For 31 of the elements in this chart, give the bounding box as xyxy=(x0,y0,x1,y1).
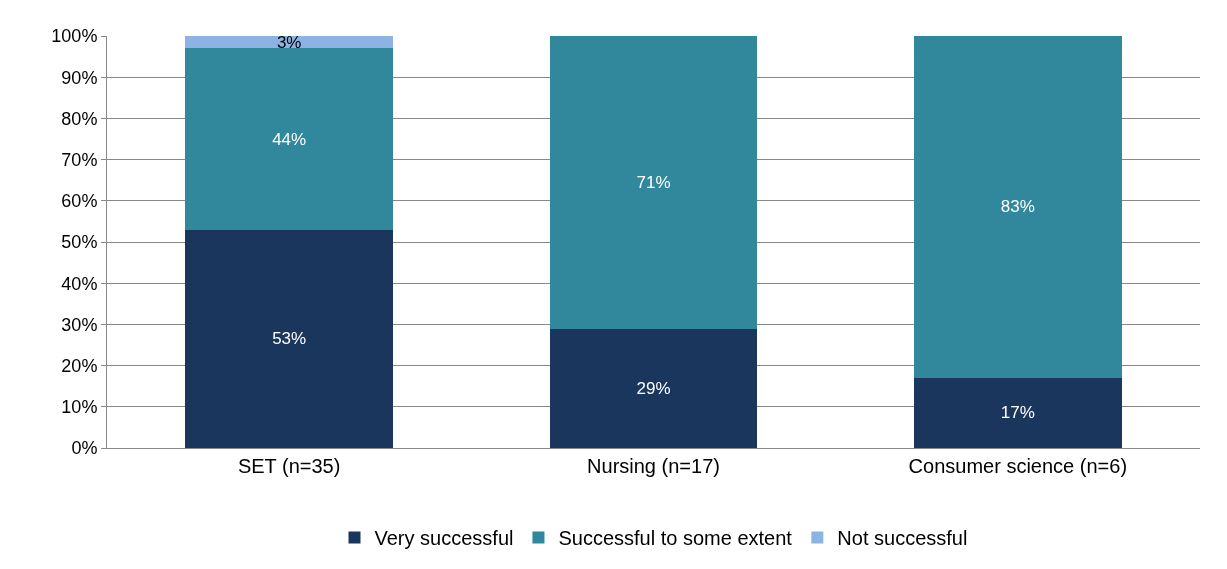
y-tick-label: 20% xyxy=(61,355,98,376)
y-tick-label: 50% xyxy=(61,232,98,253)
y-tick-label: 30% xyxy=(61,314,98,335)
y-tick-label: 60% xyxy=(61,191,98,212)
y-tick-label: 40% xyxy=(61,273,98,294)
legend-label: Not successful xyxy=(837,527,968,550)
y-tick-label: 90% xyxy=(61,67,98,88)
y-tick-label: 100% xyxy=(51,26,98,47)
legend-label: Very successful xyxy=(374,527,514,550)
y-tick-label: 80% xyxy=(61,108,98,129)
data-label: 53% xyxy=(272,329,307,349)
bar xyxy=(185,36,393,49)
bar xyxy=(549,36,758,329)
bar xyxy=(185,229,393,448)
x-tick-label: Consumer science (n=6) xyxy=(908,455,1128,477)
bar xyxy=(914,377,1122,448)
legend-label: Successful to some extent xyxy=(558,527,793,550)
y-tick-label: 70% xyxy=(61,149,98,170)
bar xyxy=(549,328,758,448)
data-label: 17% xyxy=(1000,403,1035,423)
x-tick-label: SET (n=35) xyxy=(237,455,341,477)
x-tick-label: Nursing (n=17) xyxy=(587,455,720,477)
bar xyxy=(185,48,393,230)
data-label: 44% xyxy=(272,129,307,149)
data-label: 29% xyxy=(636,378,671,398)
y-tick-label: 0% xyxy=(71,438,98,459)
data-label: 3% xyxy=(276,32,302,52)
bar xyxy=(914,36,1122,378)
y-tick-label: 10% xyxy=(61,397,98,418)
data-label: 71% xyxy=(636,172,671,192)
data-label: 83% xyxy=(1000,197,1035,217)
